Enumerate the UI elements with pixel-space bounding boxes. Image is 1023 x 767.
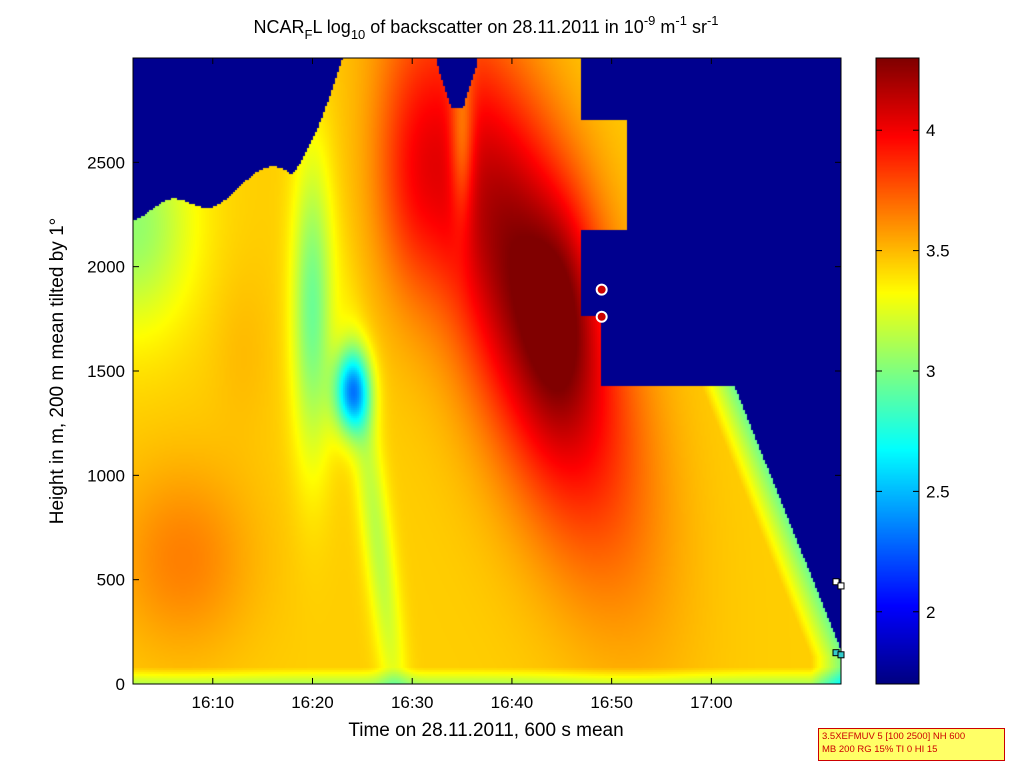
x-tick-label: 16:40 <box>491 693 534 712</box>
heatmap-canvas <box>133 58 841 684</box>
y-tick-label: 500 <box>97 571 125 590</box>
colorbar-tick-label: 3.5 <box>926 242 950 261</box>
circle-marker <box>595 283 608 296</box>
y-tick-label: 2500 <box>87 153 125 172</box>
x-tick-label: 16:50 <box>590 693 633 712</box>
x-tick-label: 16:10 <box>192 693 235 712</box>
colorbar: 2 2.5 3 3.5 4 <box>875 57 950 685</box>
x-axis-ticks: 16:10 16:20 16:30 16:40 16:50 17:00 <box>192 58 733 712</box>
colorbar-tick-label: 4 <box>926 121 935 140</box>
x-tick-label: 17:00 <box>690 693 733 712</box>
y-tick-label: 2000 <box>87 258 125 277</box>
info-line-1: 3.5XEFMUV 5 [100 2500] NH 600 <box>822 731 966 742</box>
colorbar-canvas <box>876 58 919 684</box>
y-axis-ticks: 0 500 1000 1500 2000 2500 <box>87 153 841 694</box>
colorbar-tick-label: 2 <box>926 603 935 622</box>
markers <box>595 283 845 659</box>
x-axis-label: Time on 28.11.2011, 600 s mean <box>348 720 623 741</box>
circle-marker <box>595 310 608 323</box>
chart-title: NCARFL log10 of backscatter on 28.11.201… <box>253 13 718 42</box>
y-tick-label: 0 <box>116 675 125 694</box>
y-axis-label: Height in m, 200 m mean tilted by 1° <box>47 218 68 524</box>
x-tick-label: 16:20 <box>291 693 334 712</box>
x-tick-label: 16:30 <box>391 693 434 712</box>
square-marker <box>832 578 840 586</box>
heatmap-area <box>133 58 841 684</box>
y-tick-label: 1500 <box>87 362 125 381</box>
colorbar-ticks: 2 2.5 3 3.5 4 <box>876 121 950 622</box>
info-line-2: MB 200 RG 15% TI 0 HI 15 <box>822 744 938 755</box>
square-marker <box>837 582 845 590</box>
colorbar-tick-label: 2.5 <box>926 482 950 501</box>
square-marker <box>837 651 845 659</box>
colorbar-tick-label: 3 <box>926 362 935 381</box>
y-tick-label: 1000 <box>87 466 125 485</box>
info-box: 3.5XEFMUV 5 [100 2500] NH 600 MB 200 RG … <box>818 728 1005 761</box>
